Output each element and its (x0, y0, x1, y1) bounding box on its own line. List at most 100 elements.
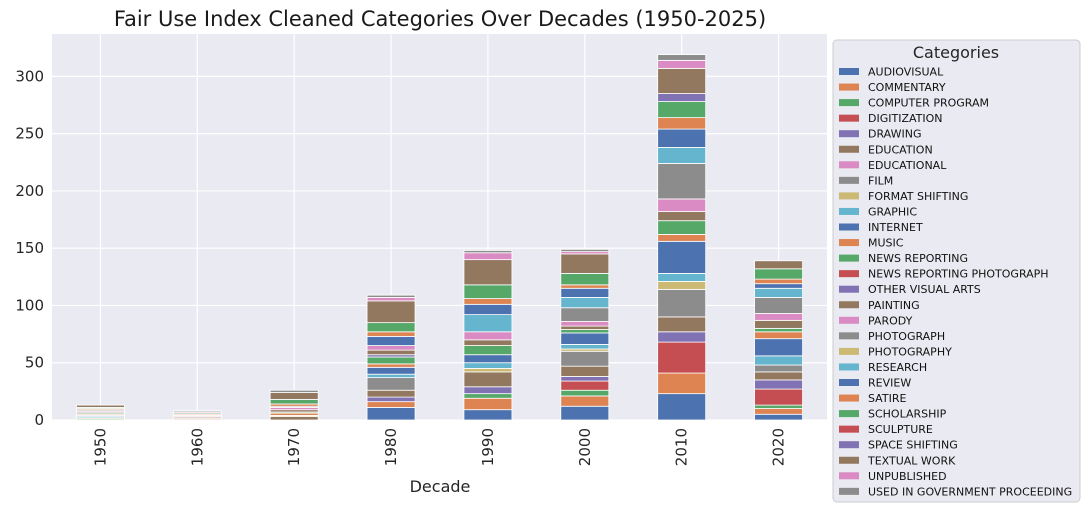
bar-segment (657, 146, 707, 164)
bar-segment (463, 362, 513, 369)
bar-segment (754, 260, 803, 270)
bar-segment (560, 287, 610, 298)
legend-swatch (839, 301, 859, 309)
bar-segment (657, 234, 707, 242)
y-tick-label: 150 (15, 239, 44, 257)
bar-segment (366, 335, 416, 346)
y-tick-label: 0 (34, 411, 44, 429)
legend-swatch (839, 207, 859, 215)
bar-segment (463, 354, 513, 364)
legend-swatch (839, 379, 859, 386)
bar-segment (366, 373, 416, 379)
bar-segment (560, 350, 610, 367)
bar-segment (269, 416, 319, 421)
bar-segment (657, 163, 707, 200)
plot-area (52, 34, 827, 420)
bar-segment (463, 252, 513, 261)
bar-segment (560, 395, 610, 407)
legend-swatch (839, 161, 859, 169)
legend-label: UNPUBLISHED (868, 470, 947, 483)
bar-segment (76, 404, 125, 408)
bar-segment (754, 327, 803, 333)
bar-segment (754, 388, 803, 406)
bar-segment (366, 356, 416, 365)
legend-label: PHOTOGRAPHY (868, 345, 952, 358)
bar-segment (269, 392, 319, 400)
legend-label: COMPUTER PROGRAM (868, 97, 989, 110)
bar-segment (366, 322, 416, 333)
bar-segment (754, 313, 803, 321)
bar-segment (463, 298, 513, 305)
bar-segment (366, 366, 416, 375)
legend-swatch (839, 83, 859, 91)
bar-segment (366, 396, 416, 403)
bar-segment (463, 314, 513, 333)
legend-swatch (839, 487, 859, 495)
bar-segment (366, 407, 416, 421)
legend-label: SCULPTURE (868, 423, 933, 436)
legend-label: MUSIC (868, 237, 904, 250)
legend-swatch (839, 363, 859, 371)
bar-segment (657, 220, 707, 235)
legend-label: SATIRE (868, 392, 906, 405)
bar-segment (754, 283, 803, 289)
bar-segment (754, 364, 803, 373)
legend-swatch (839, 99, 859, 107)
legend-swatch (839, 285, 859, 293)
bar-segment (366, 349, 416, 356)
legend-label: GRAPHIC (868, 205, 917, 218)
legend-label: EDUCATION (868, 143, 933, 156)
bar-segment (463, 397, 513, 411)
bar-segment (269, 398, 319, 405)
bar-segment (657, 54, 707, 61)
bar-segment (463, 409, 513, 421)
bar-segment (754, 408, 803, 415)
bar-segment (657, 67, 707, 94)
bar-segment (754, 355, 803, 366)
legend-box (832, 39, 1081, 503)
bar-segment (560, 272, 610, 286)
legend-label: FILM (868, 174, 893, 187)
legend-label: NEWS REPORTING PHOTOGRAPH (868, 268, 1049, 281)
bar-segment (463, 303, 513, 316)
bar-segment (560, 365, 610, 377)
legend-label: SCHOLARSHIP (868, 408, 947, 421)
chart-title: Fair Use Index Cleaned Categories Over D… (114, 7, 766, 31)
bar-segment (560, 325, 610, 330)
bar-segment (657, 211, 707, 222)
bar-segment (463, 368, 513, 373)
legend-swatch (839, 239, 859, 247)
legend-swatch (839, 347, 859, 355)
legend-swatch (839, 192, 859, 200)
bar-segment (560, 329, 610, 334)
bar-segment (366, 363, 416, 368)
legend-swatch (839, 130, 859, 138)
x-tick-label: 2000 (576, 428, 594, 466)
bar-segment (657, 341, 707, 374)
x-axis-label: Decade (410, 477, 471, 496)
bar-segment (657, 240, 707, 274)
x-tick-label: 1970 (285, 428, 303, 466)
bar-segment (657, 281, 707, 290)
bar-segment (463, 284, 513, 299)
bar-segment (366, 401, 416, 408)
y-tick-label: 50 (25, 354, 44, 372)
bar-segment (560, 284, 610, 289)
bar-segment (754, 268, 803, 280)
legend-label: INTERNET (868, 221, 923, 234)
bar-segment (560, 376, 610, 382)
legend-swatch (839, 410, 859, 418)
bar-segment (754, 371, 803, 381)
bar-segment (754, 331, 803, 340)
legend-label: DRAWING (868, 128, 921, 141)
bar-segment (366, 331, 416, 337)
bar-segment (463, 345, 513, 356)
bar-segment (366, 297, 416, 302)
legend-swatch (839, 176, 859, 184)
bar-segment (366, 300, 416, 324)
bar-segment (463, 371, 513, 388)
legend-swatch (839, 145, 859, 153)
bar-segment (463, 393, 513, 399)
legend-swatch (839, 223, 859, 231)
